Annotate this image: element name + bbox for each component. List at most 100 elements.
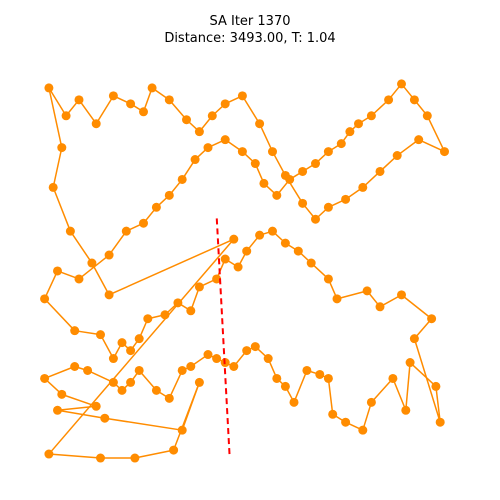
city-point bbox=[49, 183, 58, 192]
city-point bbox=[238, 147, 247, 156]
city-point bbox=[161, 310, 170, 319]
city-point bbox=[307, 259, 316, 268]
city-point bbox=[354, 119, 363, 128]
city-point bbox=[268, 147, 277, 156]
city-point bbox=[191, 155, 200, 164]
city-point bbox=[406, 358, 415, 367]
city-point bbox=[173, 298, 182, 307]
city-point bbox=[229, 362, 238, 371]
city-point bbox=[363, 286, 372, 295]
city-point bbox=[401, 406, 410, 415]
city-point bbox=[324, 374, 333, 383]
city-point bbox=[152, 203, 161, 212]
city-point bbox=[169, 446, 178, 455]
city-point bbox=[70, 326, 79, 335]
city-point bbox=[118, 338, 127, 347]
city-point bbox=[118, 386, 127, 395]
city-point bbox=[143, 314, 152, 323]
city-point bbox=[195, 127, 204, 136]
city-point bbox=[83, 366, 92, 375]
city-point bbox=[410, 334, 419, 343]
city-point bbox=[204, 350, 213, 359]
city-point bbox=[268, 227, 277, 236]
city-point bbox=[139, 219, 148, 228]
city-point bbox=[105, 290, 114, 299]
city-point bbox=[436, 418, 445, 427]
city-point bbox=[358, 426, 367, 435]
city-point bbox=[208, 111, 217, 120]
city-point bbox=[302, 366, 311, 375]
city-point bbox=[251, 342, 260, 351]
city-point bbox=[410, 95, 419, 104]
city-point bbox=[397, 79, 406, 88]
city-point bbox=[66, 227, 75, 236]
city-point bbox=[75, 95, 84, 104]
city-point bbox=[255, 119, 264, 128]
city-point bbox=[221, 135, 230, 144]
city-point bbox=[341, 195, 350, 204]
city-point bbox=[281, 239, 290, 248]
city-point bbox=[130, 454, 139, 463]
city-point bbox=[324, 147, 333, 156]
city-point bbox=[238, 91, 247, 100]
city-point bbox=[328, 410, 337, 419]
city-point bbox=[122, 227, 131, 236]
city-point bbox=[367, 111, 376, 120]
city-point bbox=[367, 398, 376, 407]
city-point bbox=[298, 199, 307, 208]
city-point bbox=[135, 334, 144, 343]
city-point bbox=[62, 111, 71, 120]
city-point bbox=[126, 99, 135, 108]
city-point bbox=[57, 390, 66, 399]
city-point bbox=[40, 374, 49, 383]
city-point bbox=[440, 147, 449, 156]
city-point bbox=[87, 259, 96, 268]
city-point bbox=[431, 382, 440, 391]
chart-title-line1: SA Iter 1370 bbox=[209, 14, 290, 29]
city-point bbox=[139, 107, 148, 116]
city-point bbox=[324, 203, 333, 212]
city-point bbox=[294, 247, 303, 256]
city-point bbox=[178, 175, 187, 184]
city-point bbox=[44, 83, 53, 92]
city-point bbox=[92, 119, 101, 128]
city-point bbox=[182, 115, 191, 124]
city-point bbox=[126, 346, 135, 355]
city-point bbox=[281, 171, 290, 180]
city-point bbox=[259, 179, 268, 188]
city-point bbox=[388, 374, 397, 383]
city-point bbox=[186, 306, 195, 315]
city-point bbox=[427, 314, 436, 323]
city-point bbox=[358, 183, 367, 192]
city-point bbox=[298, 167, 307, 176]
city-point bbox=[341, 418, 350, 427]
city-point bbox=[53, 266, 62, 275]
city-point bbox=[57, 143, 66, 152]
city-point bbox=[397, 290, 406, 299]
city-point bbox=[135, 366, 144, 375]
city-point bbox=[221, 255, 230, 264]
city-point bbox=[234, 263, 243, 272]
city-point bbox=[186, 362, 195, 371]
city-point bbox=[311, 215, 320, 224]
city-point bbox=[165, 394, 174, 403]
city-point bbox=[212, 354, 221, 363]
city-point bbox=[315, 370, 324, 379]
city-point bbox=[53, 406, 62, 415]
city-point bbox=[393, 151, 402, 160]
city-point bbox=[333, 294, 342, 303]
city-point bbox=[109, 91, 118, 100]
city-point bbox=[221, 99, 230, 108]
city-point bbox=[324, 274, 333, 283]
city-point bbox=[376, 167, 385, 176]
city-point bbox=[92, 402, 101, 411]
city-point bbox=[345, 127, 354, 136]
city-point bbox=[75, 274, 84, 283]
city-point bbox=[178, 426, 187, 435]
city-point bbox=[148, 83, 157, 92]
city-point bbox=[376, 302, 385, 311]
city-point bbox=[204, 143, 213, 152]
city-point bbox=[195, 282, 204, 291]
city-point bbox=[152, 386, 161, 395]
